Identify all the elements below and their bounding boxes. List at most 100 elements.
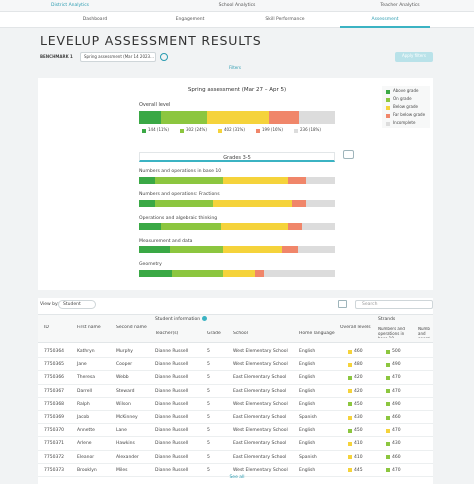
dropdown[interactable]: Spring assessment (Mar 14 2023... (80, 52, 156, 62)
table-cell: 7750372 (44, 454, 65, 460)
table-cell: Darrell (77, 388, 93, 394)
tab[interactable]: Engagement (175, 17, 205, 22)
table-row (38, 345, 433, 359)
grade-band: Grades 3-5 (139, 152, 335, 162)
table-cell: English (299, 388, 316, 394)
see-all[interactable]: See all (229, 475, 245, 480)
table-cell: 460 (392, 454, 401, 460)
table-cell: East Elementary School (233, 441, 287, 447)
column-header: Second name (116, 325, 147, 330)
top-nav-link[interactable]: School Analytics (218, 3, 256, 8)
bar-segment (160, 111, 208, 124)
table-cell: Hawkins (116, 441, 135, 447)
table-cell: Ralph (77, 401, 90, 407)
value-label: 199 (16%) (262, 127, 283, 132)
level-marker (348, 375, 352, 380)
table-cell: Brooklyn (77, 467, 97, 473)
chart-icon[interactable] (343, 150, 354, 159)
legend-box (382, 86, 430, 128)
apply-button[interactable]: Apply filters (395, 52, 433, 62)
level-marker (348, 349, 352, 354)
table-cell: Cooper (116, 362, 133, 368)
table-cell: Jane (77, 362, 87, 368)
bar-segment (305, 199, 335, 207)
bar-segment (297, 246, 335, 254)
table-cell: West Elementary School (233, 467, 288, 473)
table-cell: 7750373 (44, 467, 65, 473)
column-header: Overall levels (340, 325, 371, 330)
table-cell: Dianne Russell (155, 388, 189, 394)
table-cell: English (299, 375, 316, 381)
table-cell: 5 (207, 401, 210, 407)
tab-underline (340, 26, 430, 28)
table-cell: English (299, 349, 316, 354)
bar-segment (172, 269, 224, 277)
bar-segment (221, 223, 288, 231)
tab[interactable]: Skill Performance (265, 17, 305, 22)
search-box[interactable]: Search (355, 300, 433, 309)
legend-label: Far below grade (393, 112, 426, 117)
table-cell: Murphy (116, 349, 133, 354)
bar-segment (298, 111, 335, 124)
table-cell: Spanish (299, 415, 317, 420)
layout-icon[interactable] (338, 300, 347, 308)
level-marker (386, 362, 390, 367)
table-cell: Eleanor (77, 454, 95, 460)
table-cell: Theresa (77, 375, 95, 381)
table-row (38, 437, 433, 451)
bar-segment (223, 176, 288, 184)
bar-segment (170, 246, 224, 254)
table-cell: 470 (392, 375, 401, 381)
filters-toggle[interactable]: Filters (229, 65, 241, 70)
bar-segment (139, 246, 171, 254)
legend-swatch (218, 129, 222, 133)
table-cell: 7750367 (44, 388, 65, 394)
table-cell: 420 (354, 388, 363, 394)
tab-bar (0, 12, 474, 28)
view-dropdown[interactable]: Student (58, 300, 96, 309)
table-cell: English (299, 428, 316, 434)
table-cell: English (299, 401, 316, 407)
table-cell: 450 (354, 428, 363, 434)
legend-label: On grade (393, 96, 412, 101)
strand-label: Numbers and operations: Fractions (139, 192, 220, 198)
top-nav-link[interactable]: District Analytics (50, 3, 90, 8)
legend-swatch (386, 90, 390, 94)
bar-segment (139, 269, 173, 277)
level-marker (386, 455, 390, 460)
table-cell: 410 (354, 441, 363, 447)
top-nav-link[interactable]: Teacher Analytics (380, 3, 420, 8)
table-cell: 450 (354, 401, 363, 407)
bar-segment (287, 176, 306, 184)
table-cell: 460 (354, 349, 363, 354)
legend-swatch (180, 129, 184, 133)
value-label: 402 (31%) (224, 127, 245, 132)
table-cell: Dianne Russell (155, 375, 189, 381)
legend-label: Below grade (393, 104, 418, 109)
tab[interactable]: Dashboard (82, 17, 108, 22)
bar-segment (223, 269, 255, 277)
table-cell: 5 (207, 388, 210, 394)
table-cell: Dianne Russell (155, 349, 189, 354)
table-cell: East Elementary School (233, 454, 287, 460)
bar-segment (139, 199, 155, 207)
summary-panel (38, 78, 433, 290)
add-button[interactable] (160, 53, 168, 61)
level-marker (386, 375, 390, 380)
value-label: 236 (18%) (300, 127, 321, 132)
table-cell: Webb (116, 375, 129, 381)
bar-segment (254, 269, 265, 277)
info-icon (202, 316, 207, 321)
tab[interactable]: Assessment (371, 17, 399, 22)
level-marker (386, 441, 390, 446)
table-cell: Alexander (116, 454, 139, 460)
table-cell: Dianne Russell (155, 454, 189, 460)
level-marker (386, 415, 390, 420)
table-cell: Arlene (77, 441, 92, 447)
table-cell: 7750366 (44, 375, 65, 381)
bar-segment (268, 111, 299, 124)
table-cell: 5 (207, 362, 210, 368)
table-row (38, 463, 433, 477)
table-cell: 470 (392, 428, 401, 434)
